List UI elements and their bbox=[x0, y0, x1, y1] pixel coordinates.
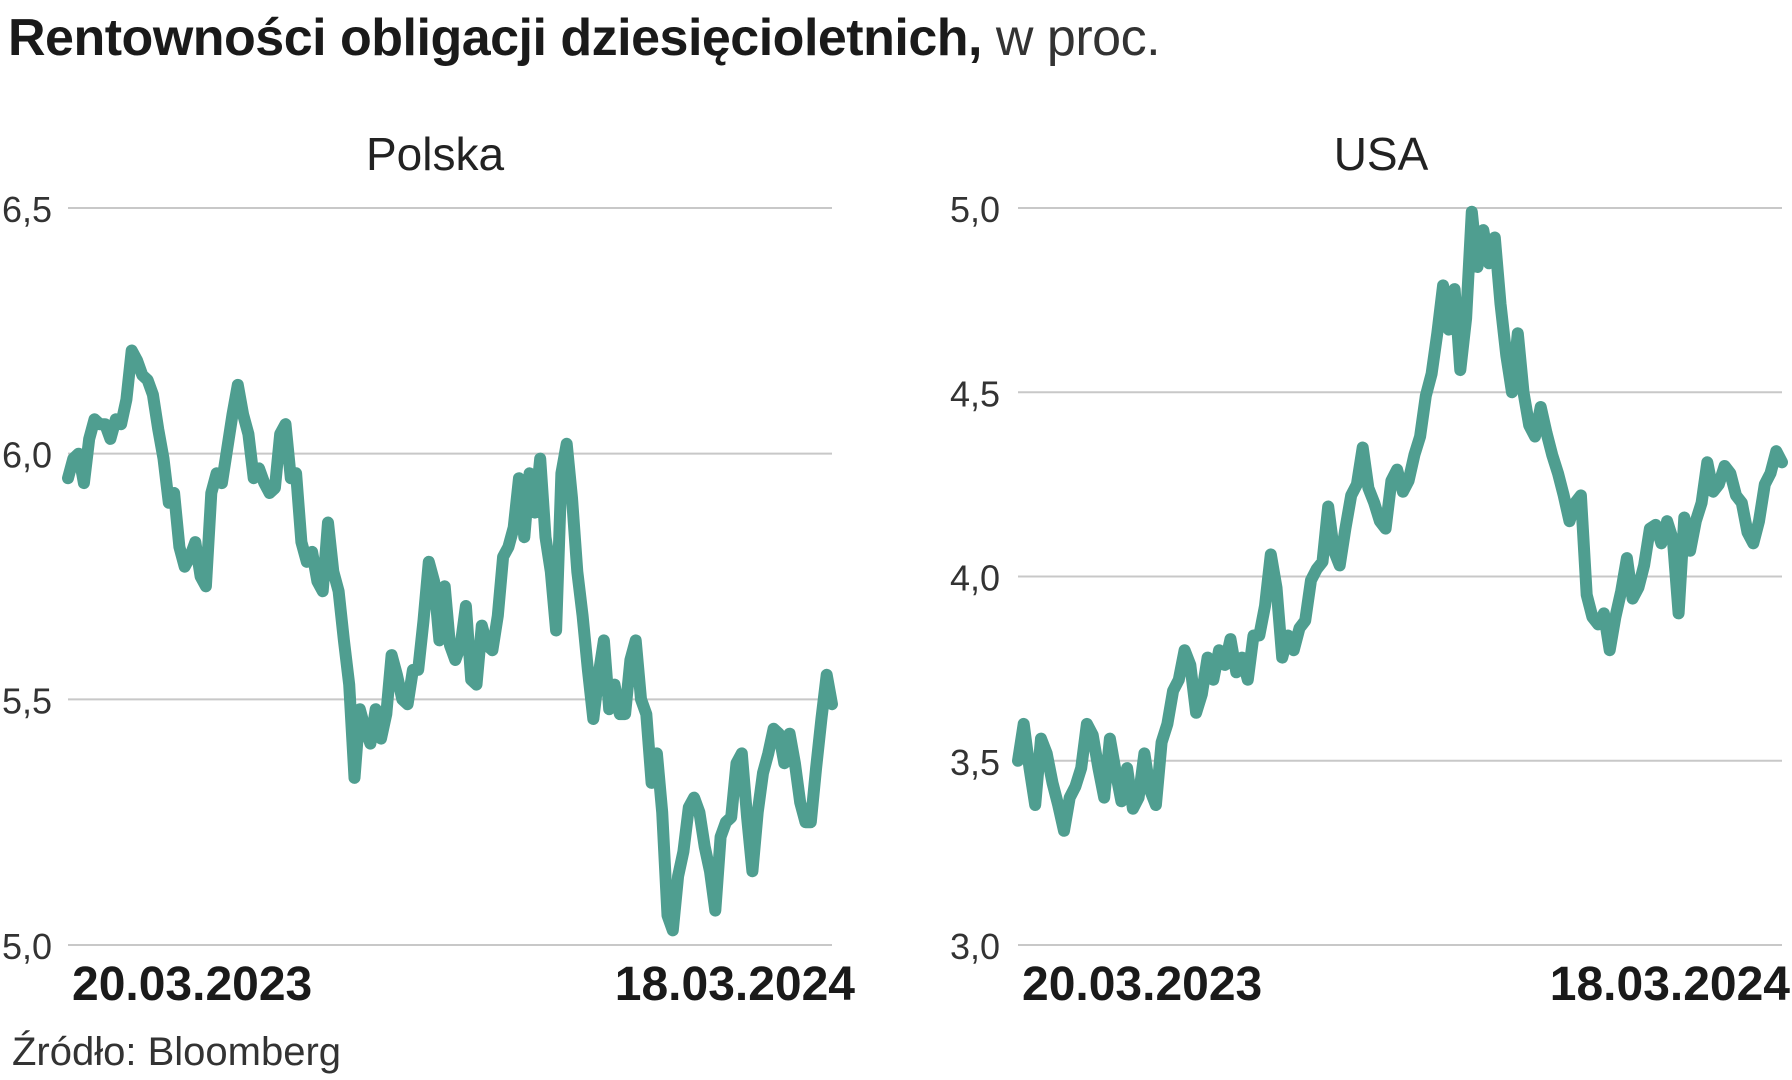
usa-y-tick-label: 4,0 bbox=[950, 558, 1000, 599]
source-note: Źródło: Bloomberg bbox=[12, 1030, 342, 1074]
usa-y-tick-label: 4,5 bbox=[950, 373, 1000, 414]
chart-title: Rentowności obligacji dziesięcioletnich,… bbox=[8, 6, 1161, 70]
usa-series-line bbox=[1012, 205, 1788, 837]
usa-y-tick-label: 5,0 bbox=[950, 189, 1000, 230]
chart-title-main: Rentowności obligacji dziesięcioletnich, bbox=[8, 9, 982, 67]
polska-y-tick-label: 6,0 bbox=[2, 435, 52, 476]
chart-title-unit: w proc. bbox=[995, 9, 1161, 67]
polska-x-start-label: 20.03.2023 bbox=[72, 958, 312, 1011]
polska-y-tick-label: 6,5 bbox=[2, 189, 52, 230]
polska-x-end-label: 18.03.2024 bbox=[615, 958, 856, 1011]
polska-series-line bbox=[62, 344, 838, 937]
usa-panel-title: USA bbox=[1334, 128, 1429, 180]
usa-y-tick-label: 3,5 bbox=[950, 742, 1000, 783]
usa-x-end-label: 18.03.2024 bbox=[1550, 958, 1791, 1011]
polska-y-tick-label: 5,5 bbox=[2, 680, 52, 721]
polska-panel-title: Polska bbox=[366, 128, 504, 180]
usa-x-start-label: 20.03.2023 bbox=[1022, 958, 1262, 1011]
usa-y-tick-label: 3,0 bbox=[950, 926, 1000, 967]
polska-y-tick-label: 5,0 bbox=[2, 926, 52, 967]
